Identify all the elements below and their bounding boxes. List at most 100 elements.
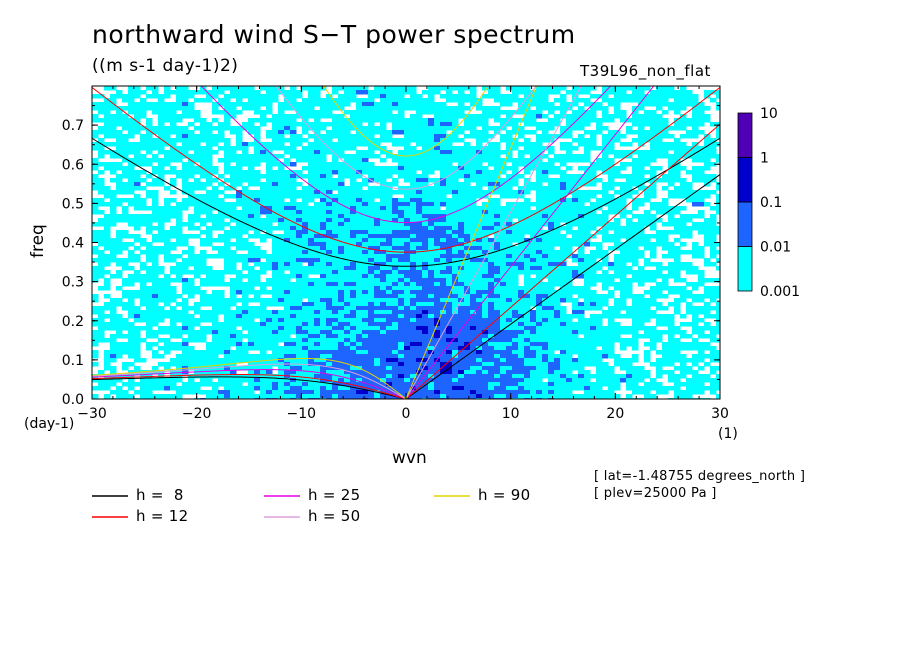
heatmap-cell (338, 94, 345, 99)
heatmap-cell (110, 126, 117, 131)
heatmap-cell (206, 150, 213, 155)
heatmap-cell (218, 246, 225, 251)
heatmap-cell (668, 126, 675, 131)
heatmap-cell (350, 282, 357, 287)
heatmap-cell (248, 314, 255, 319)
heatmap-cell (356, 286, 363, 291)
heatmap-cell (398, 158, 405, 163)
heatmap-cell (254, 250, 261, 255)
heatmap-cell (446, 138, 453, 143)
heatmap-cell (476, 298, 483, 303)
heatmap-cell (140, 142, 147, 147)
heatmap-cell (374, 298, 381, 303)
heatmap-cell (398, 286, 405, 291)
heatmap-cell (464, 118, 471, 123)
heatmap-cell (656, 90, 663, 95)
heatmap-cell (206, 206, 213, 211)
heatmap-cell (164, 102, 171, 107)
heatmap-cell (158, 102, 165, 107)
heatmap-cell (596, 242, 603, 247)
heatmap-cell (554, 290, 561, 295)
heatmap-cell (668, 230, 675, 235)
heatmap-cell (320, 282, 327, 287)
heatmap-cell (128, 218, 135, 223)
heatmap-cell (110, 306, 117, 311)
heatmap-cell (518, 130, 525, 135)
heatmap-cell (662, 238, 669, 243)
heatmap-cell (380, 214, 387, 219)
heatmap-cell (608, 166, 615, 171)
heatmap-cell (656, 306, 663, 311)
heatmap-cell (680, 206, 687, 211)
heatmap-cell (668, 162, 675, 167)
heatmap-cell (686, 302, 693, 307)
heatmap-cell (122, 246, 129, 251)
heatmap-cell (170, 266, 177, 271)
heatmap-cell (626, 278, 633, 283)
heatmap-cell (542, 294, 549, 299)
heatmap-cell (320, 162, 327, 167)
heatmap-cell (410, 302, 417, 307)
heatmap-cell (122, 306, 129, 311)
heatmap-cell (134, 122, 141, 127)
heatmap-cell (206, 94, 213, 99)
heatmap-cell (104, 270, 111, 275)
heatmap-cell (662, 282, 669, 287)
heatmap-cell (506, 290, 513, 295)
heatmap-cell (194, 218, 201, 223)
heatmap-cell (446, 158, 453, 163)
heatmap-cell (224, 322, 231, 327)
heatmap-cell (158, 138, 165, 143)
heatmap-cell (248, 218, 255, 223)
heatmap-cell (434, 86, 441, 91)
heatmap-cell (296, 106, 303, 111)
heatmap-cell (452, 198, 459, 203)
heatmap-cell (326, 306, 333, 311)
heatmap-cell (380, 194, 387, 199)
heatmap-cell (248, 322, 255, 327)
heatmap-cell (296, 226, 303, 231)
heatmap-cell (422, 278, 429, 283)
heatmap-cell (242, 242, 249, 247)
heatmap-cell (386, 290, 393, 295)
heatmap-cell (158, 150, 165, 155)
heatmap-cell (266, 90, 273, 95)
heatmap-cell (314, 146, 321, 151)
heatmap-cell (578, 134, 585, 139)
heatmap-cell (578, 126, 585, 131)
heatmap-cell (482, 218, 489, 223)
heatmap-cell (536, 310, 543, 315)
heatmap-cell (398, 106, 405, 111)
heatmap-cell (218, 198, 225, 203)
heatmap-cell (452, 286, 459, 291)
heatmap-cell (650, 234, 657, 239)
heatmap-cell (272, 154, 279, 159)
heatmap-cell (206, 238, 213, 243)
heatmap-cell (446, 306, 453, 311)
heatmap-cell (434, 270, 441, 275)
heatmap-cell (530, 262, 537, 267)
heatmap-cell (230, 218, 237, 223)
heatmap-cell (296, 202, 303, 207)
heatmap-cell (500, 314, 507, 319)
heatmap-cell (704, 174, 711, 179)
heatmap-cell (326, 318, 333, 323)
heatmap-cell (380, 258, 387, 263)
heatmap-cell (620, 142, 627, 147)
heatmap-cell (506, 250, 513, 255)
heatmap-cell (338, 210, 345, 215)
heatmap-cell (218, 226, 225, 231)
heatmap-cell (212, 118, 219, 123)
heatmap-cell (416, 254, 423, 259)
heatmap-cell (542, 114, 549, 119)
heatmap-cell (488, 170, 495, 175)
heatmap-cell (386, 282, 393, 287)
heatmap-cell (488, 270, 495, 275)
heatmap-cell (248, 234, 255, 239)
heatmap-cell (614, 258, 621, 263)
heatmap-cell (638, 282, 645, 287)
heatmap-cell (656, 154, 663, 159)
heatmap-cell (206, 210, 213, 215)
heatmap-cell (518, 214, 525, 219)
heatmap-cell (194, 158, 201, 163)
